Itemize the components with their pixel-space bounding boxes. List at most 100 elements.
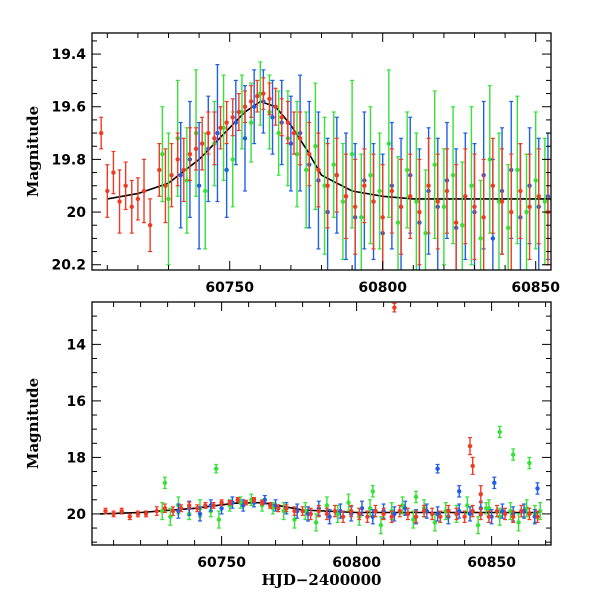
point-marker	[214, 466, 219, 471]
point-marker	[187, 503, 192, 508]
point-marker	[469, 183, 474, 188]
point-marker	[511, 514, 516, 519]
data-point	[157, 143, 162, 197]
data-point	[386, 69, 392, 218]
point-marker	[294, 151, 300, 157]
data-point	[221, 74, 226, 182]
point-marker	[187, 151, 193, 157]
point-marker	[160, 151, 165, 157]
point-marker	[377, 188, 382, 194]
data-point	[206, 111, 211, 155]
point-marker	[357, 511, 362, 517]
point-marker	[535, 486, 540, 491]
point-marker	[536, 194, 541, 199]
data-point	[184, 127, 190, 234]
point-marker	[518, 188, 523, 194]
point-marker	[392, 511, 397, 517]
data-point	[359, 153, 364, 270]
data-point	[472, 153, 477, 261]
data-point	[258, 61, 263, 126]
data-point	[187, 501, 192, 510]
data-point	[527, 153, 532, 261]
point-marker	[308, 511, 313, 517]
point-marker	[147, 223, 153, 228]
data-point	[430, 507, 435, 521]
y-tick-label: 19.8	[51, 152, 86, 168]
point-marker	[505, 225, 511, 231]
x-tick-label: 60850	[511, 280, 560, 296]
data-point	[147, 198, 153, 253]
data-point	[392, 506, 397, 522]
data-point	[230, 98, 235, 137]
data-point	[276, 504, 281, 513]
point-marker	[98, 130, 104, 136]
data-point	[111, 510, 116, 518]
point-marker	[472, 204, 477, 209]
x-tick-label: 60800	[358, 280, 407, 296]
y-tick-label: 16	[67, 394, 86, 410]
point-marker	[313, 144, 318, 149]
data-point	[414, 132, 419, 270]
point-marker	[215, 130, 220, 136]
data-point	[243, 499, 249, 506]
point-marker	[154, 508, 159, 514]
point-marker	[411, 517, 416, 522]
data-point	[294, 100, 300, 208]
data-point	[327, 509, 332, 525]
point-marker	[239, 109, 245, 115]
point-marker	[197, 511, 203, 517]
data-point	[413, 510, 419, 523]
point-marker	[435, 466, 440, 471]
data-point	[162, 476, 168, 490]
data-point	[377, 132, 382, 250]
point-marker	[502, 511, 508, 517]
top-panel: 60750 60800 60850 19.4 19.6 19.8 20 20.2 Magnitu…	[24, 32, 560, 296]
point-marker	[219, 500, 224, 505]
point-marker	[460, 223, 465, 228]
point-marker	[499, 199, 505, 204]
data-point	[423, 169, 428, 270]
data-point	[497, 425, 502, 439]
data-point	[325, 143, 330, 229]
point-marker	[486, 514, 492, 519]
point-marker	[478, 491, 483, 497]
data-point	[462, 510, 467, 523]
data-point	[519, 504, 524, 518]
point-marker	[111, 511, 116, 517]
data-point	[193, 127, 199, 171]
point-marker	[129, 204, 134, 209]
data-point	[536, 148, 541, 245]
point-marker	[542, 199, 548, 204]
point-marker	[527, 511, 532, 517]
data-point	[535, 482, 540, 495]
point-marker	[313, 520, 319, 525]
data-point	[417, 158, 422, 266]
point-marker	[224, 167, 229, 173]
point-marker	[453, 220, 459, 225]
y-axis-title: Magnitude	[24, 106, 42, 197]
x-tick-label: 60800	[332, 555, 381, 571]
data-point	[163, 148, 168, 224]
data-point	[199, 116, 205, 171]
y-axis-title: Magnitude	[24, 378, 42, 469]
data-point	[105, 164, 110, 218]
data-point	[346, 493, 351, 512]
point-marker	[243, 500, 249, 505]
point-marker	[516, 520, 521, 525]
point-marker	[413, 514, 419, 519]
data-point	[218, 106, 223, 150]
data-point	[178, 121, 183, 229]
plot-frame	[91, 301, 552, 546]
data-point	[187, 127, 193, 182]
data-point	[389, 510, 394, 523]
data-point	[435, 153, 440, 250]
point-marker	[276, 506, 281, 511]
point-marker	[470, 508, 475, 514]
point-marker	[535, 514, 540, 519]
data-point	[508, 502, 513, 521]
point-marker	[163, 183, 168, 188]
point-marker	[349, 508, 354, 514]
point-marker	[423, 230, 428, 236]
data-point	[441, 148, 447, 266]
point-marker	[435, 199, 440, 204]
